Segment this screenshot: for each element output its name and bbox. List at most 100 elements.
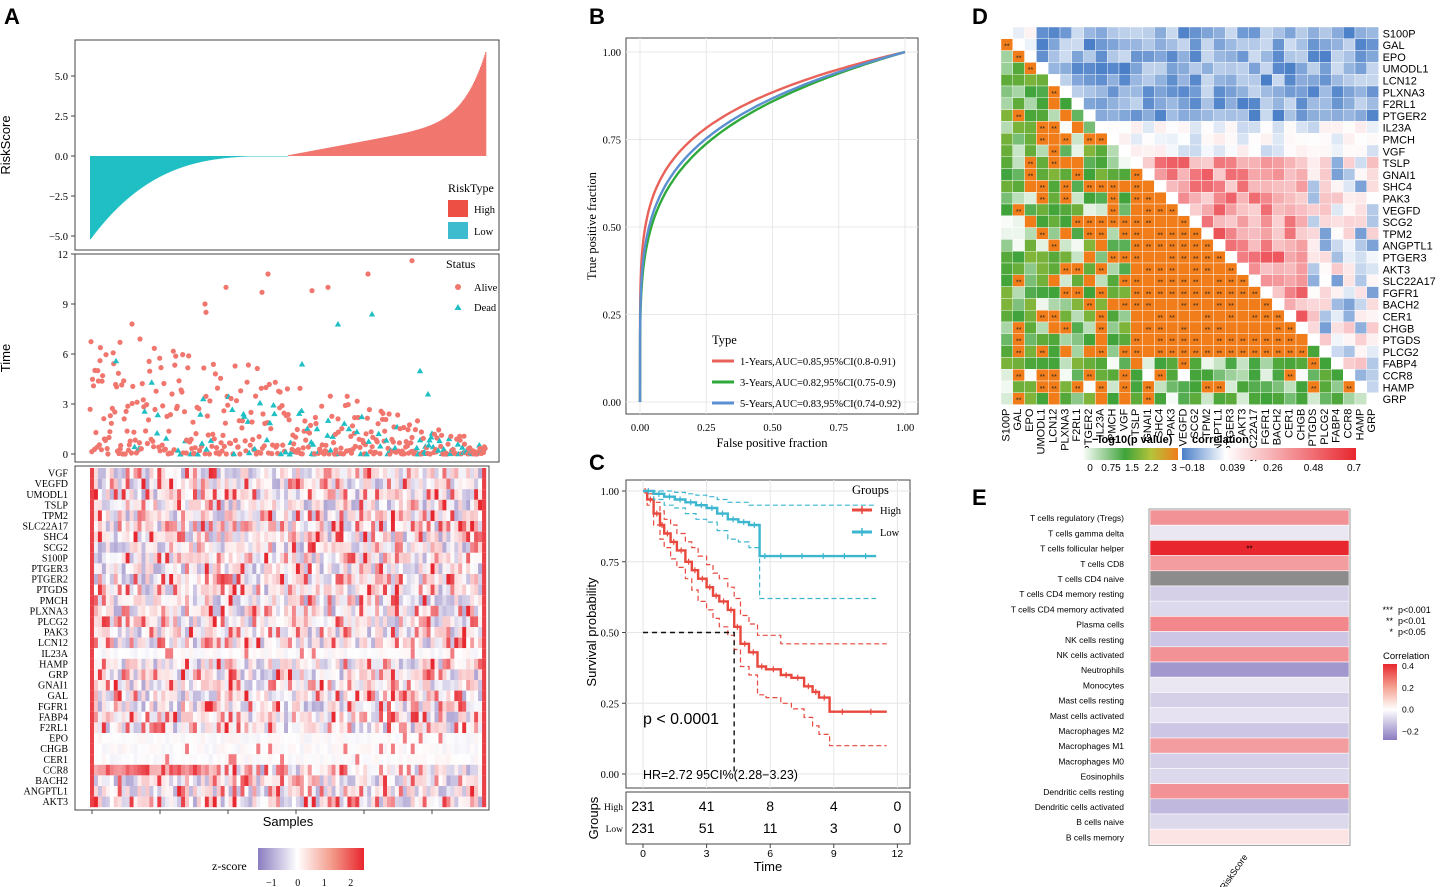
expression-cell [212, 796, 217, 808]
expression-cell [367, 669, 372, 680]
expression-cell [224, 627, 229, 638]
expression-cell [284, 616, 289, 627]
roc-x-label: False positive fraction [716, 436, 828, 450]
gene-correlation-cell [1319, 38, 1332, 51]
expression-cell [161, 605, 166, 617]
expression-cell [276, 510, 281, 521]
gene-correlation-cell [1189, 38, 1202, 51]
expression-cell [185, 510, 190, 521]
status-point-alive [171, 447, 177, 453]
expression-cell [284, 690, 289, 702]
expression-cell [280, 616, 285, 627]
status-point-alive [401, 451, 407, 457]
expression-cell [410, 637, 415, 649]
expression-cell [272, 616, 277, 627]
risk-table-x-tick-label: 0 [640, 848, 646, 860]
expression-cell [117, 563, 122, 574]
gene-correlation-cell [1095, 73, 1108, 87]
expression-cell [109, 764, 114, 776]
expression-cell [291, 489, 297, 500]
gene-correlation-cell [1260, 62, 1273, 75]
expression-cell [125, 542, 130, 553]
expression-cell [212, 521, 217, 532]
expression-cell [117, 711, 122, 723]
expression-cell [113, 542, 118, 553]
expression-cell [252, 563, 257, 574]
expression-cell [113, 711, 118, 723]
expression-cell [280, 786, 285, 797]
expression-cell [276, 531, 281, 543]
expression-cell [454, 542, 459, 553]
gene-correlation-cell [1036, 97, 1049, 110]
expression-cell [307, 637, 312, 649]
expression-cell [260, 754, 265, 765]
expression-cell [387, 478, 392, 490]
expression-cell [236, 733, 241, 744]
riskscore-bar [270, 156, 272, 157]
gene-correlation-cell [1307, 191, 1320, 205]
expression-cell [284, 563, 289, 574]
gene-correlation-signif-mark: ** [1134, 197, 1140, 204]
expression-cell [450, 775, 455, 786]
expression-cell [482, 796, 487, 808]
expression-cell [149, 764, 154, 776]
expression-cell [347, 637, 352, 649]
riskscore-bar [468, 90, 471, 156]
expression-cell [379, 775, 384, 786]
riskscore-bar [321, 148, 323, 156]
expression-cell [264, 605, 269, 617]
expression-cell [398, 754, 404, 765]
expression-cell [272, 786, 277, 797]
expression-cell [438, 605, 443, 617]
expression-cell [276, 605, 281, 617]
expression-cell [113, 510, 118, 521]
expression-cell [137, 531, 142, 543]
expression-cell [109, 690, 114, 702]
roc-y-tick-label: 0.25 [603, 311, 621, 322]
gene-correlation-cell [1213, 156, 1226, 169]
expression-cell [426, 796, 431, 808]
expression-cell [196, 669, 202, 680]
expression-cell [367, 489, 372, 500]
gene-correlation-cell [1248, 191, 1261, 205]
expression-cell [367, 658, 372, 670]
expression-cell [331, 786, 336, 797]
status-legend-dead-label: Dead [474, 303, 497, 314]
expression-cell [141, 510, 146, 521]
expression-cell [402, 574, 407, 585]
expression-cell [371, 584, 376, 596]
expression-cell [125, 648, 130, 659]
expression-cell [93, 605, 99, 617]
expression-cell [387, 627, 392, 638]
expression-cell [185, 468, 190, 479]
riskscore-bar [411, 131, 413, 156]
expression-cell [414, 542, 419, 553]
expression-cell [458, 711, 463, 723]
expression-cell [422, 754, 427, 765]
expression-cell [145, 563, 150, 574]
riskscore-bar [124, 156, 126, 202]
gene-correlation-cell [1236, 191, 1250, 205]
riskscore-bar [232, 156, 234, 158]
expression-cell [248, 733, 253, 744]
riskscore-bar [340, 145, 342, 156]
gene-correlation-signif-mark: ** [1051, 126, 1057, 133]
km-p-value: p < 0.0001 [643, 711, 719, 728]
expression-cell [478, 595, 483, 606]
expression-cell [185, 658, 190, 670]
expression-cell [272, 648, 277, 659]
gene-correlation-cell [1366, 132, 1379, 146]
expression-cell [291, 775, 297, 786]
expression-cell [268, 531, 273, 543]
expression-cell [406, 627, 411, 638]
expression-cell [173, 722, 178, 733]
riskscore-bar [400, 133, 402, 156]
gene-correlation-cell [1071, 38, 1084, 51]
expression-cell [434, 743, 439, 755]
riskscore-bar [462, 101, 464, 156]
expression-cell [327, 542, 332, 553]
gene-correlation-cell [1083, 191, 1096, 205]
expression-cell [434, 796, 439, 808]
expression-cell [224, 510, 229, 521]
expression-cell [212, 733, 217, 744]
